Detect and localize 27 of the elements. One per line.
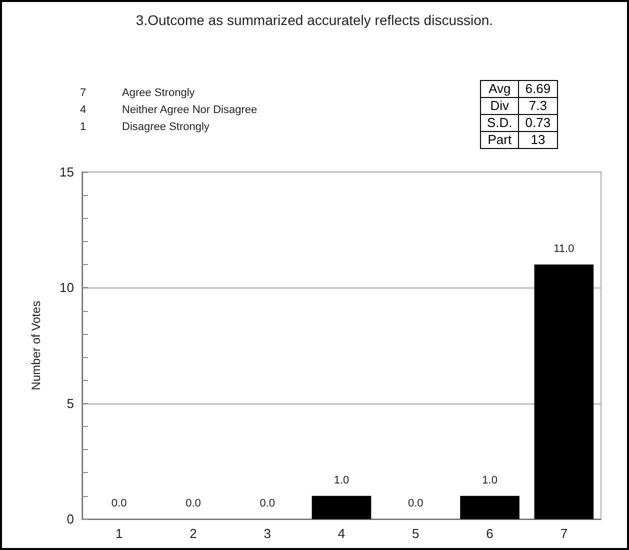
data-label: 0.0	[111, 498, 127, 510]
x-tick-label: 1	[115, 526, 123, 541]
text: Div 7.3	[490, 98, 547, 113]
text: Avg 6.69	[488, 80, 552, 98]
x-tick-label: 3	[264, 526, 271, 541]
y-tick-label: 5	[66, 396, 74, 411]
y-tick-label: 10	[60, 280, 74, 296]
text: Part 13	[488, 132, 546, 147]
x-tick-label: 4	[338, 526, 346, 541]
data-label: 1.0	[334, 474, 350, 486]
text: 1 Disagree Strongly	[80, 121, 210, 133]
x-tick-label: 5	[412, 526, 420, 541]
y-axis-title: Number of Votes	[29, 300, 43, 390]
x-tick-label: 2	[190, 526, 197, 541]
data-label: 1.0	[482, 474, 498, 486]
x-tick-label: 6	[486, 526, 494, 541]
y-tick-label: 15	[60, 164, 74, 180]
data-label: 11.0	[554, 243, 574, 256]
x-tick-label: 7	[560, 526, 568, 541]
text: 7 Agree Strongly	[80, 87, 195, 99]
data-label: 0.0	[408, 498, 424, 510]
data-label: 0.0	[186, 498, 201, 510]
text: 4 Neither Agree Nor Disagree	[80, 104, 258, 116]
chart-title: 3.Outcome as summarized accurately reflects discussion.	[134, 12, 494, 28]
text: S.D. 0.73	[486, 114, 552, 132]
y-tick-label: 0	[66, 512, 74, 526]
data-label: 0.0	[260, 498, 276, 510]
